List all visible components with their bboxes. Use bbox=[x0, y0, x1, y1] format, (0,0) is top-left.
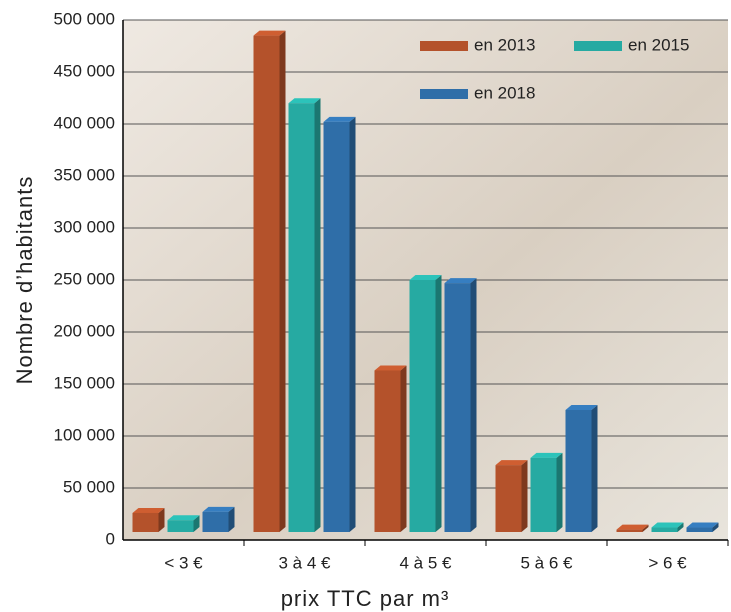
x-axis-title: prix TTC par m³ bbox=[281, 586, 450, 611]
bar-side bbox=[193, 515, 200, 532]
bar-front bbox=[651, 527, 678, 532]
bar bbox=[409, 275, 442, 532]
bar bbox=[686, 522, 719, 532]
bar-front bbox=[565, 410, 592, 532]
bar-top bbox=[253, 30, 286, 36]
legend-swatch bbox=[574, 41, 622, 51]
legend-label: en 2013 bbox=[474, 35, 535, 54]
bar-front bbox=[495, 465, 522, 532]
bar-top bbox=[202, 506, 235, 512]
bar bbox=[651, 522, 684, 532]
bar bbox=[253, 30, 286, 532]
bar-front bbox=[616, 529, 643, 532]
bar-side bbox=[228, 506, 235, 532]
y-tick-label: 500 000 bbox=[54, 9, 115, 28]
bar-top bbox=[616, 524, 649, 530]
bar-top bbox=[495, 460, 528, 466]
bar bbox=[495, 460, 528, 532]
bar-side bbox=[591, 405, 598, 532]
bar-front bbox=[288, 103, 315, 532]
bar-front bbox=[253, 35, 280, 532]
y-tick-label: 300 000 bbox=[54, 217, 115, 236]
bar-top bbox=[323, 116, 356, 122]
bar-side bbox=[349, 116, 356, 533]
bar-front bbox=[444, 283, 471, 532]
bar-front bbox=[409, 280, 436, 532]
y-tick-label: 50 000 bbox=[63, 477, 115, 496]
bar-side bbox=[314, 98, 321, 532]
bar bbox=[323, 116, 356, 533]
bar-side bbox=[521, 460, 528, 532]
bar-top bbox=[409, 275, 442, 280]
bar-front bbox=[323, 121, 350, 533]
legend-swatch bbox=[420, 89, 468, 99]
x-tick-label: 5 à 6 € bbox=[521, 553, 574, 572]
legend-swatch bbox=[420, 41, 468, 51]
x-tick-label: > 6 € bbox=[648, 553, 687, 572]
legend-label: en 2018 bbox=[474, 83, 535, 102]
bar-front bbox=[374, 370, 401, 532]
bar-side bbox=[712, 522, 719, 532]
y-tick-label: 350 000 bbox=[54, 165, 115, 184]
y-tick-label: 200 000 bbox=[54, 321, 115, 340]
bar bbox=[616, 524, 649, 532]
bar-side bbox=[677, 522, 684, 532]
y-axis-title: Nombre d’habitants bbox=[12, 176, 37, 385]
bar-side bbox=[642, 524, 649, 532]
bar-side bbox=[556, 452, 563, 532]
bar bbox=[444, 278, 477, 532]
x-tick-label: < 3 € bbox=[164, 553, 203, 572]
x-tick-label: 4 à 5 € bbox=[400, 553, 453, 572]
bar-top bbox=[651, 522, 684, 528]
y-tick-label: 150 000 bbox=[54, 373, 115, 392]
bar-top bbox=[444, 278, 477, 284]
bar-side bbox=[470, 278, 477, 532]
bar bbox=[202, 506, 235, 532]
bar-front bbox=[530, 457, 557, 532]
bar bbox=[565, 405, 598, 532]
y-tick-label: 0 bbox=[106, 529, 115, 548]
bar-top bbox=[288, 98, 321, 104]
legend-label: en 2015 bbox=[628, 35, 689, 54]
bar bbox=[374, 365, 407, 532]
bar-front bbox=[132, 512, 159, 532]
bar-top bbox=[132, 507, 165, 513]
y-tick-label: 400 000 bbox=[54, 113, 115, 132]
y-tick-label: 450 000 bbox=[54, 61, 115, 80]
bar-side bbox=[435, 275, 442, 532]
y-tick-label: 250 000 bbox=[54, 269, 115, 288]
x-tick-label: 3 à 4 € bbox=[279, 553, 332, 572]
bar-top bbox=[530, 452, 563, 458]
y-tick-label: 100 000 bbox=[54, 425, 115, 444]
bar-top bbox=[565, 405, 598, 410]
bar bbox=[288, 98, 321, 532]
bar-front bbox=[167, 520, 194, 532]
bar-side bbox=[279, 30, 286, 532]
bar-front bbox=[686, 527, 713, 532]
bar-side bbox=[158, 507, 165, 532]
bar-side bbox=[400, 365, 407, 532]
bar-top bbox=[167, 515, 200, 521]
bar-top bbox=[686, 522, 719, 528]
bar bbox=[132, 507, 165, 532]
bar bbox=[167, 515, 200, 532]
bar-top bbox=[374, 365, 407, 371]
bar bbox=[530, 452, 563, 532]
bar-front bbox=[202, 511, 229, 532]
